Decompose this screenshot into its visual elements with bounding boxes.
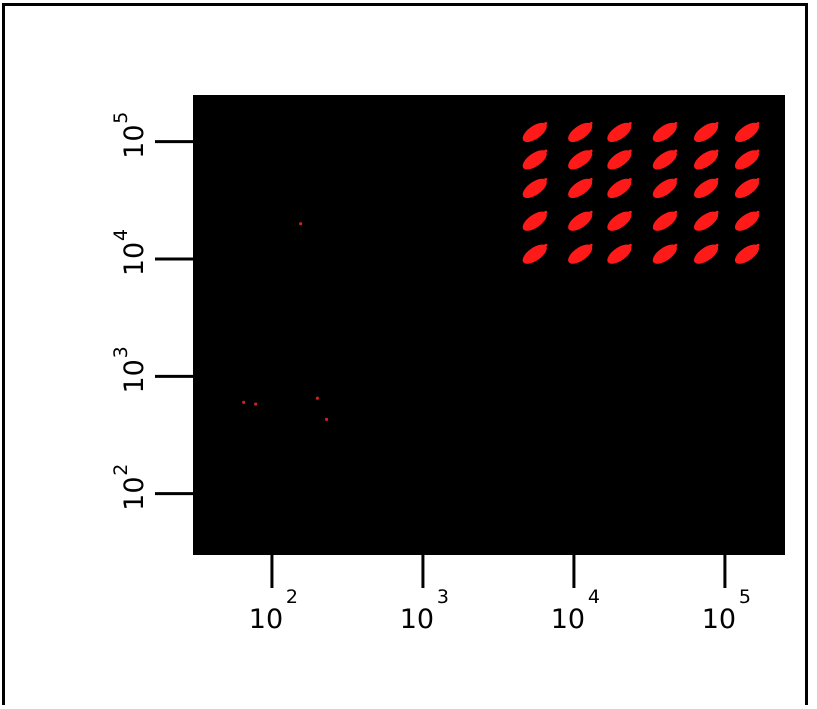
svg-text:10: 10 — [702, 604, 736, 635]
cluster-mark — [522, 177, 548, 199]
y-tick-label: 105 — [110, 112, 150, 159]
cluster-mark — [734, 243, 760, 264]
data-marks — [242, 121, 760, 421]
x-tick-label: 103 — [400, 586, 449, 635]
cluster-mark — [693, 243, 719, 264]
cluster-mark — [693, 177, 719, 199]
y-tick-label: 103 — [110, 346, 150, 393]
scatter-point — [324, 417, 329, 421]
cluster-mark — [652, 149, 678, 170]
svg-text:4: 4 — [588, 586, 600, 608]
cluster-mark — [607, 210, 632, 231]
cluster-mark — [652, 243, 678, 264]
svg-text:10: 10 — [119, 359, 150, 393]
svg-text:5: 5 — [739, 586, 751, 608]
cluster-mark — [693, 149, 719, 170]
cluster-mark — [652, 177, 678, 199]
cluster-mark — [734, 121, 760, 143]
plot-area — [193, 95, 785, 555]
svg-text:10: 10 — [119, 242, 150, 276]
svg-text:10: 10 — [551, 604, 585, 635]
cluster-mark — [607, 149, 632, 170]
cluster-mark — [734, 210, 760, 231]
svg-text:10: 10 — [249, 604, 283, 635]
scatter-point — [242, 400, 246, 404]
x-tick-label: 102 — [249, 586, 298, 635]
cluster-mark — [734, 149, 760, 170]
cluster-mark — [568, 243, 593, 264]
cluster-mark — [693, 121, 719, 143]
cluster-mark — [522, 149, 548, 170]
cluster-mark — [607, 177, 632, 199]
svg-text:10: 10 — [119, 125, 150, 159]
cluster-mark — [522, 121, 548, 143]
scatter-point — [254, 402, 258, 406]
cluster-mark — [522, 243, 548, 264]
y-tick-label: 102 — [110, 464, 150, 511]
cluster-mark — [693, 210, 719, 231]
cluster-mark — [607, 243, 632, 264]
svg-text:3: 3 — [110, 346, 132, 358]
svg-text:10: 10 — [400, 604, 434, 635]
y-tick-label: 104 — [110, 229, 150, 276]
svg-text:2: 2 — [286, 586, 298, 608]
scatter-point — [299, 222, 303, 226]
svg-text:3: 3 — [437, 586, 449, 608]
svg-text:10: 10 — [119, 476, 150, 510]
svg-text:4: 4 — [110, 229, 132, 241]
cluster-mark — [522, 210, 548, 231]
cluster-mark — [568, 121, 593, 143]
scatter-point — [315, 396, 320, 400]
cluster-mark — [652, 210, 678, 231]
cluster-mark — [568, 210, 593, 231]
x-tick-label: 104 — [551, 586, 600, 635]
svg-text:2: 2 — [110, 464, 132, 476]
cluster-mark — [607, 121, 632, 143]
cluster-mark — [734, 177, 760, 199]
cluster-mark — [568, 177, 593, 199]
svg-text:5: 5 — [110, 112, 132, 124]
x-tick-label: 105 — [702, 586, 751, 635]
cluster-mark — [652, 121, 678, 143]
cluster-mark — [568, 149, 593, 170]
